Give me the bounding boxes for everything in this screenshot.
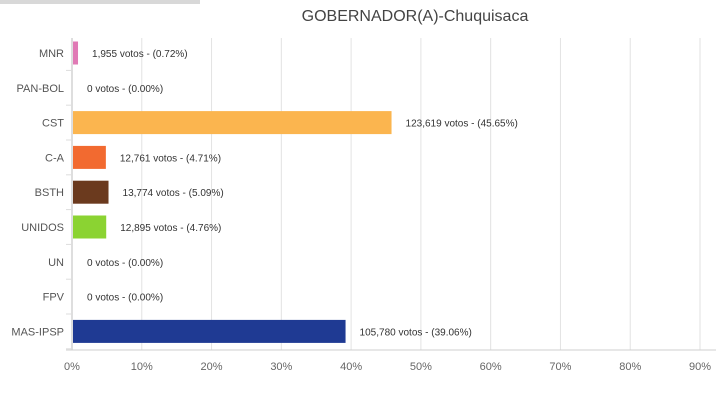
- data-label: 12,895 votos - (4.76%): [120, 223, 221, 234]
- category-label: MAS-IPSP: [11, 326, 64, 338]
- x-tick-label: 40%: [340, 361, 362, 373]
- x-tick-label: 10%: [131, 361, 153, 373]
- x-tick-label: 30%: [270, 361, 292, 373]
- category-label: UNIDOS: [21, 222, 64, 234]
- x-tick-label: 70%: [549, 361, 571, 373]
- x-tick-label: 0%: [64, 361, 80, 373]
- data-label: 105,780 votos - (39.06%): [360, 327, 472, 338]
- category-labels: MNR PAN-BOL CST C-A BSTH UNIDOS UN FPV MAS-IPSP: [11, 48, 64, 338]
- data-label: 1,955 votos - (0.72%): [92, 49, 188, 60]
- x-tick-label: 80%: [619, 361, 641, 373]
- x-tick-label: 50%: [410, 361, 432, 373]
- bar-cst[interactable]: [73, 111, 392, 135]
- grid-lines: [66, 38, 716, 351]
- category-label: BSTH: [35, 187, 64, 199]
- data-label: 12,761 votos - (4.71%): [120, 153, 221, 164]
- category-label: CST: [42, 118, 64, 130]
- data-label: 123,619 votos - (45.65%): [406, 119, 518, 130]
- value-labels: 1,955 votos - (0.72%) 0 votos - (0.00%) 12…: [87, 49, 518, 338]
- data-label: 0 votos - (0.00%): [87, 258, 163, 269]
- category-label: PAN-BOL: [17, 83, 64, 95]
- bar-bsth[interactable]: [73, 180, 109, 204]
- category-label: FPV: [43, 292, 65, 304]
- x-tick-label: 20%: [201, 361, 223, 373]
- bar-mas-ipsp[interactable]: [73, 319, 346, 343]
- data-label: 0 votos - (0.00%): [87, 84, 163, 95]
- category-label: UN: [48, 257, 64, 269]
- bars: [73, 41, 392, 343]
- bar-mnr[interactable]: [73, 41, 79, 65]
- x-tick-label: 90%: [689, 361, 711, 373]
- x-tick-label: 60%: [480, 361, 502, 373]
- chart-title: GOBERNADOR(A)-Chuquisaca: [301, 8, 529, 25]
- bar-unidos[interactable]: [73, 215, 107, 239]
- data-label: 13,774 votos - (5.09%): [123, 188, 224, 199]
- category-label: C-A: [45, 152, 65, 164]
- x-axis-ticks: 0% 10% 20% 30% 40% 50% 60% 70% 80% 90%: [64, 361, 711, 373]
- data-label: 0 votos - (0.00%): [87, 293, 163, 304]
- category-label: MNR: [39, 48, 64, 60]
- bar-c-a[interactable]: [73, 145, 106, 169]
- header-strip: [0, 0, 200, 4]
